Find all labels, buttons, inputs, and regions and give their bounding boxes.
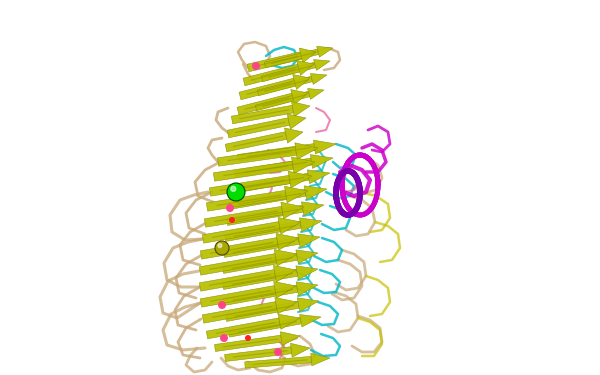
Polygon shape [293,75,310,89]
Circle shape [218,244,222,248]
Polygon shape [304,186,327,200]
Polygon shape [225,132,287,152]
Circle shape [252,62,260,70]
Polygon shape [290,90,308,104]
Polygon shape [223,253,298,273]
Polygon shape [200,238,278,259]
Polygon shape [245,356,311,368]
Polygon shape [278,314,300,329]
Polygon shape [274,282,296,298]
Polygon shape [232,173,309,194]
Polygon shape [284,128,303,143]
Polygon shape [308,88,324,99]
Polygon shape [276,234,299,250]
Circle shape [218,301,226,309]
Polygon shape [238,144,315,162]
Polygon shape [206,318,280,339]
Polygon shape [307,170,330,184]
Polygon shape [311,353,330,366]
Circle shape [226,204,234,212]
Polygon shape [237,93,293,115]
Polygon shape [310,154,333,168]
Polygon shape [226,205,303,225]
Polygon shape [205,206,283,227]
Polygon shape [243,64,299,86]
Polygon shape [292,157,315,174]
Polygon shape [227,118,290,138]
Polygon shape [247,52,302,72]
Polygon shape [296,282,318,296]
Polygon shape [284,186,308,203]
Polygon shape [296,266,318,280]
Polygon shape [292,102,310,117]
Polygon shape [214,161,293,181]
Polygon shape [261,62,316,82]
Polygon shape [314,60,330,70]
Polygon shape [235,158,312,177]
Polygon shape [301,202,324,216]
Polygon shape [239,78,296,100]
Polygon shape [224,221,301,242]
Polygon shape [299,218,322,232]
Polygon shape [200,286,276,307]
Polygon shape [232,105,293,124]
Polygon shape [224,347,292,362]
Polygon shape [274,249,297,266]
Polygon shape [257,76,313,96]
Polygon shape [215,335,282,351]
Polygon shape [217,147,296,166]
Polygon shape [223,237,299,258]
Polygon shape [296,60,314,75]
Polygon shape [229,318,301,337]
Polygon shape [299,48,316,63]
Polygon shape [299,315,321,327]
Polygon shape [199,254,277,275]
Polygon shape [296,250,318,264]
Polygon shape [229,189,306,210]
Polygon shape [223,269,298,290]
Polygon shape [206,190,286,211]
Polygon shape [281,202,304,219]
Circle shape [245,335,251,341]
Polygon shape [202,222,280,243]
Circle shape [229,217,235,223]
Polygon shape [199,270,275,291]
Polygon shape [290,343,310,357]
Polygon shape [265,49,319,68]
Polygon shape [202,302,277,323]
Circle shape [231,186,236,191]
Polygon shape [226,301,299,321]
Polygon shape [287,114,306,129]
Polygon shape [274,266,296,282]
Polygon shape [298,234,320,248]
Polygon shape [317,46,333,57]
Polygon shape [310,74,327,84]
Polygon shape [209,176,290,196]
Polygon shape [275,297,297,314]
Polygon shape [255,91,310,111]
Polygon shape [280,332,300,346]
Polygon shape [295,143,318,159]
Polygon shape [313,140,336,154]
Circle shape [220,334,228,342]
Polygon shape [223,285,298,306]
Polygon shape [297,298,319,312]
Polygon shape [288,171,312,188]
Circle shape [215,241,229,255]
Circle shape [227,183,245,201]
Circle shape [274,348,282,356]
Polygon shape [278,217,301,234]
